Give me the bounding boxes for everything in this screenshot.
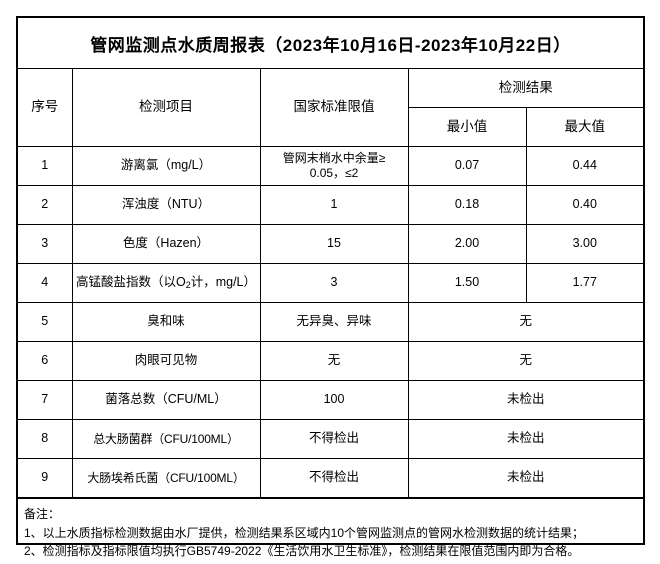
cell-result-merged: 无	[407, 341, 643, 381]
item-text-suffix: 计，mg/L）	[190, 274, 257, 289]
table-row: 9 大肠埃希氏菌（CFU/100ML） 不得检出 未检出	[18, 458, 643, 498]
table-row: 7 菌落总数（CFU/ML） 100 未检出	[18, 380, 643, 420]
cell-index: 1	[18, 146, 73, 186]
cell-result-merged: 未检出	[407, 380, 643, 420]
cell-result-max: 0.44	[525, 146, 643, 186]
cell-item: 臭和味	[71, 302, 261, 342]
cell-index: 3	[18, 224, 73, 264]
cell-item: 高锰酸盐指数（以O2计，mg/L）	[71, 263, 261, 303]
cell-result-merged: 未检出	[407, 458, 643, 498]
cell-item: 浑浊度（NTU）	[71, 185, 261, 225]
cell-index: 8	[18, 419, 73, 459]
cell-standard: 管网末梢水中余量≥ 0.05，≤2	[259, 146, 409, 186]
cell-item: 肉眼可见物	[71, 341, 261, 381]
table-row: 3 色度（Hazen） 15 2.00 3.00	[18, 224, 643, 264]
note-line-1: 1、以上水质指标检测数据由水厂提供，检测结果系区域内10个管网监测点的管网水检测…	[24, 525, 585, 540]
water-quality-table: 序号 检测项目 国家标准限值 检测结果 最小值 最大值 1 游离氯（mg/L） 管网…	[18, 69, 643, 498]
cell-result-merged: 无	[407, 302, 643, 342]
standard-line-1: 管网末梢水中余量≥	[282, 151, 386, 165]
cell-index: 9	[18, 458, 73, 498]
cell-item: 大肠埃希氏菌（CFU/100ML）	[71, 458, 261, 498]
cell-result-min: 0.18	[407, 185, 527, 225]
table-row: 2 浑浊度（NTU） 1 0.18 0.40	[18, 185, 643, 225]
cell-index: 5	[18, 302, 73, 342]
cell-standard: 3	[259, 263, 409, 303]
cell-index: 4	[18, 263, 73, 303]
cell-index: 6	[18, 341, 73, 381]
cell-item: 色度（Hazen）	[71, 224, 261, 264]
item-text-prefix: 高锰酸盐指数（以O	[75, 274, 186, 289]
cell-standard: 不得检出	[259, 458, 409, 498]
cell-standard: 100	[259, 380, 409, 420]
cell-standard: 无	[259, 341, 409, 381]
water-quality-report: 管网监测点水质周报表（2023年10月16日-2023年10月22日） 序号 检…	[16, 16, 645, 558]
cell-standard: 不得检出	[259, 419, 409, 459]
header-result-min: 最小值	[408, 107, 527, 147]
table-row: 6 肉眼可见物无无	[18, 341, 643, 381]
cell-standard: 无异臭、异味	[259, 302, 409, 342]
header-index: 序号	[18, 69, 73, 147]
table-row: 1 游离氯（mg/L） 管网末梢水中余量≥ 0.05，≤2 0.07 0.44	[18, 146, 643, 186]
header-standard: 国家标准限值	[259, 69, 409, 147]
cell-result-merged: 未检出	[407, 419, 643, 459]
note-line-2: 2、检测指标及指标限值均执行GB5749-2022《生活饮用水卫生标准》，检测结…	[24, 544, 580, 559]
cell-item: 菌落总数（CFU/ML）	[71, 380, 261, 420]
cell-index: 2	[18, 185, 73, 225]
cell-standard: 1	[259, 185, 409, 225]
cell-result-max: 3.00	[525, 224, 643, 264]
item-subscript: 2	[185, 279, 191, 290]
cell-item: 总大肠菌群（CFU/100ML）	[71, 419, 261, 459]
table-body: 1 游离氯（mg/L） 管网末梢水中余量≥ 0.05，≤2 0.07 0.44 2 浑浊度（N…	[18, 146, 643, 498]
header-item: 检测项目	[71, 69, 261, 147]
page-title: 管网监测点水质周报表（2023年10月16日-2023年10月22日）	[18, 18, 643, 69]
table-header: 序号 检测项目 国家标准限值 检测结果 最小值 最大值	[18, 69, 643, 147]
header-result-max: 最大值	[525, 107, 643, 147]
cell-result-min: 0.07	[407, 146, 527, 186]
cell-result-max: 0.40	[525, 185, 643, 225]
cell-standard: 15	[259, 224, 409, 264]
header-result-group: 检测结果	[407, 69, 643, 108]
cell-index: 7	[18, 380, 73, 420]
cell-result-min: 2.00	[407, 224, 527, 264]
cell-item: 游离氯（mg/L）	[71, 146, 261, 186]
cell-result-max: 1.77	[525, 263, 643, 303]
table-row: 8 总大肠菌群（CFU/100ML） 不得检出 未检出	[18, 419, 643, 459]
table-row: 4 高锰酸盐指数（以O2计，mg/L） 3 1.50 1.77	[18, 263, 643, 303]
table-row: 5 臭和味 无异臭、异味无	[18, 302, 643, 342]
cell-result-min: 1.50	[407, 263, 527, 303]
notes-label: 备注：	[24, 507, 61, 521]
notes-section: 备注： 1、以上水质指标检测数据由水厂提供，检测结果系区域内10个管网监测点的管…	[18, 498, 643, 561]
standard-line-2: 0.05，≤2	[309, 166, 359, 180]
